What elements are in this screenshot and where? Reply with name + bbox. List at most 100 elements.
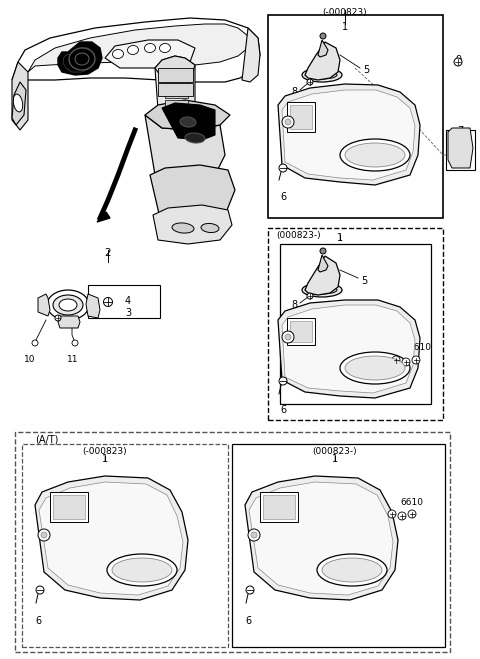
Ellipse shape bbox=[317, 554, 387, 586]
Polygon shape bbox=[58, 42, 102, 75]
Polygon shape bbox=[12, 62, 28, 130]
Text: 6: 6 bbox=[35, 616, 41, 626]
Circle shape bbox=[32, 340, 38, 346]
Circle shape bbox=[248, 529, 260, 541]
Ellipse shape bbox=[144, 43, 156, 53]
Ellipse shape bbox=[201, 223, 219, 233]
Text: 6610: 6610 bbox=[408, 343, 431, 352]
Circle shape bbox=[320, 33, 326, 39]
Circle shape bbox=[282, 331, 294, 343]
Circle shape bbox=[55, 315, 61, 321]
Bar bbox=[22, 444, 228, 647]
Polygon shape bbox=[97, 212, 110, 222]
Polygon shape bbox=[278, 84, 420, 185]
Polygon shape bbox=[318, 40, 328, 57]
Polygon shape bbox=[63, 48, 95, 72]
Ellipse shape bbox=[69, 48, 95, 70]
Circle shape bbox=[307, 79, 313, 85]
Ellipse shape bbox=[322, 558, 382, 582]
Bar bbox=[263, 495, 295, 519]
Circle shape bbox=[104, 297, 112, 306]
Polygon shape bbox=[38, 294, 50, 316]
Circle shape bbox=[408, 510, 416, 518]
Bar bbox=[280, 244, 431, 404]
Text: 1: 1 bbox=[102, 454, 108, 464]
Circle shape bbox=[279, 164, 287, 172]
Polygon shape bbox=[145, 100, 230, 130]
Ellipse shape bbox=[53, 295, 83, 315]
Text: 2: 2 bbox=[105, 248, 111, 258]
Text: 11: 11 bbox=[67, 355, 79, 364]
Circle shape bbox=[72, 340, 78, 346]
Bar bbox=[50, 492, 88, 522]
Circle shape bbox=[392, 356, 400, 364]
Text: (-000823): (-000823) bbox=[323, 8, 367, 17]
Circle shape bbox=[398, 512, 406, 520]
Circle shape bbox=[246, 586, 254, 594]
Ellipse shape bbox=[172, 223, 194, 233]
Ellipse shape bbox=[107, 554, 177, 586]
Polygon shape bbox=[242, 28, 260, 82]
Polygon shape bbox=[245, 476, 398, 600]
Text: (-000823): (-000823) bbox=[83, 447, 127, 456]
Polygon shape bbox=[305, 256, 340, 295]
Bar bbox=[290, 105, 312, 129]
Polygon shape bbox=[35, 476, 188, 600]
Ellipse shape bbox=[75, 53, 89, 65]
Ellipse shape bbox=[112, 558, 172, 582]
Polygon shape bbox=[86, 294, 100, 318]
Polygon shape bbox=[318, 255, 328, 272]
Circle shape bbox=[36, 586, 44, 594]
Text: 5: 5 bbox=[361, 276, 367, 286]
Circle shape bbox=[251, 532, 257, 538]
Polygon shape bbox=[12, 18, 260, 82]
Bar bbox=[260, 492, 298, 522]
Polygon shape bbox=[58, 316, 80, 328]
Circle shape bbox=[282, 116, 294, 128]
Bar bbox=[158, 83, 193, 96]
Ellipse shape bbox=[13, 94, 23, 112]
Text: 9: 9 bbox=[455, 55, 461, 65]
Polygon shape bbox=[448, 128, 473, 168]
Ellipse shape bbox=[307, 71, 337, 79]
Circle shape bbox=[402, 358, 410, 366]
Ellipse shape bbox=[112, 49, 123, 59]
Ellipse shape bbox=[302, 283, 342, 297]
Text: 8: 8 bbox=[292, 87, 298, 97]
Circle shape bbox=[41, 532, 47, 538]
Circle shape bbox=[412, 356, 420, 364]
Ellipse shape bbox=[185, 133, 205, 143]
Bar bbox=[158, 68, 193, 82]
Ellipse shape bbox=[47, 290, 89, 320]
Text: 6: 6 bbox=[280, 192, 286, 202]
Polygon shape bbox=[150, 165, 235, 220]
Text: 3: 3 bbox=[125, 308, 131, 318]
Bar bbox=[268, 228, 443, 420]
Ellipse shape bbox=[345, 356, 405, 380]
Ellipse shape bbox=[340, 139, 410, 171]
Polygon shape bbox=[305, 42, 340, 80]
Polygon shape bbox=[249, 482, 393, 595]
Polygon shape bbox=[39, 482, 183, 595]
Circle shape bbox=[38, 529, 50, 541]
Ellipse shape bbox=[159, 43, 170, 53]
Bar bbox=[232, 444, 445, 647]
Ellipse shape bbox=[340, 352, 410, 384]
Bar bbox=[290, 321, 312, 342]
Text: (A/T): (A/T) bbox=[35, 435, 59, 445]
Text: 6: 6 bbox=[245, 616, 251, 626]
Text: 1: 1 bbox=[332, 454, 338, 464]
Ellipse shape bbox=[307, 286, 337, 294]
Polygon shape bbox=[282, 305, 415, 393]
Text: 7: 7 bbox=[457, 126, 463, 136]
Text: 5: 5 bbox=[363, 65, 369, 75]
Bar bbox=[53, 495, 85, 519]
Text: 4: 4 bbox=[125, 296, 131, 306]
Bar bbox=[287, 102, 315, 132]
Bar bbox=[165, 90, 188, 98]
Text: 8: 8 bbox=[292, 300, 298, 310]
Circle shape bbox=[388, 510, 396, 518]
Polygon shape bbox=[153, 205, 232, 244]
Bar bbox=[88, 285, 160, 318]
Polygon shape bbox=[162, 103, 215, 140]
